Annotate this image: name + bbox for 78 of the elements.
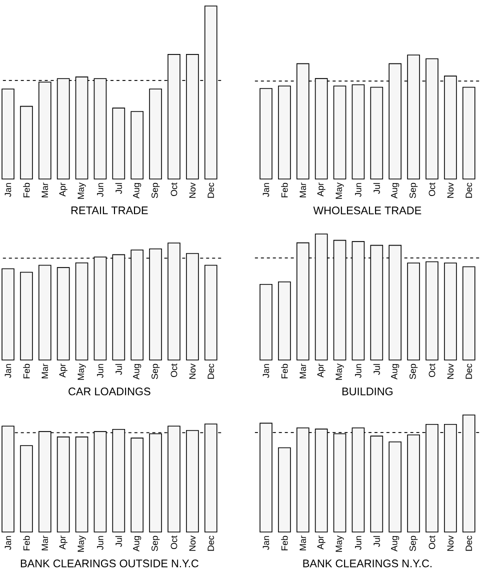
text: WHOLESALE TRADE	[313, 206, 422, 214]
x-tick-label: Feb	[23, 182, 30, 198]
x-tick-label: Jul	[373, 183, 380, 194]
x-tick-label: Nov	[189, 182, 196, 198]
x-tick-label: Jul	[373, 364, 380, 375]
x-tick-label: Dec	[466, 182, 472, 198]
x-tick-label: Aug	[133, 536, 142, 552]
x-tick-label: Apr	[59, 364, 68, 378]
x-tick-label: Sep	[409, 182, 418, 198]
x-tick-label: May	[78, 536, 86, 552]
x-tick-label: Feb	[23, 536, 30, 550]
x-tick-label: Oct	[428, 182, 436, 196]
x-tick-label: Feb	[281, 536, 288, 550]
x-tick-label: May	[336, 182, 344, 199]
x-tick-label: Jun	[355, 364, 362, 378]
text: BANK CLEARINGS N.Y.C.	[303, 560, 432, 568]
x-tick-label: Sep	[151, 364, 160, 380]
x-tick-label: Sep	[151, 536, 160, 552]
x-tick-label: Aug	[391, 183, 400, 198]
x-tick-label: Jan	[4, 536, 12, 550]
x-tick-label: Nov	[447, 182, 454, 198]
x-tick-label: Feb	[281, 364, 288, 378]
x-tick-label: Apr	[317, 182, 326, 196]
x-tick-label: Jun	[97, 183, 104, 197]
x-tick-label: Jun	[97, 364, 104, 378]
x-tick-label: May	[78, 364, 86, 380]
x-tick-label: Apr	[59, 536, 68, 550]
x-tick-label: Aug	[391, 536, 400, 552]
x-tick-label: Mar	[42, 364, 48, 378]
x-tick-label: Feb	[23, 364, 30, 378]
x-tick-label: Feb	[281, 182, 288, 198]
x-tick-label: Jan	[262, 536, 270, 550]
x-tick-label: Jul	[115, 536, 122, 547]
x-tick-label: Dec	[208, 536, 214, 551]
x-tick-label: Jan	[4, 183, 12, 197]
x-tick-label: Jan	[262, 183, 270, 197]
x-tick-label: May	[336, 536, 344, 552]
x-tick-label: Jun	[355, 536, 362, 550]
text: BUILDING	[342, 388, 392, 396]
x-tick-label: Jun	[97, 536, 104, 550]
x-tick-label: Nov	[189, 536, 196, 551]
x-tick-label: Aug	[133, 364, 142, 380]
x-tick-label: Nov	[189, 364, 196, 379]
x-tick-label: Jul	[115, 183, 122, 194]
x-tick-label: Dec	[466, 364, 472, 379]
text: BANK CLEARINGS OUTSIDE N.Y.C	[20, 560, 198, 568]
x-tick-label: Aug	[133, 183, 142, 198]
x-tick-label: Sep	[151, 182, 160, 198]
x-tick-label: Oct	[170, 182, 178, 196]
x-tick-label: Dec	[208, 182, 214, 198]
x-tick-label: May	[78, 182, 86, 199]
x-tick-label: Mar	[300, 364, 306, 378]
x-tick-label: Dec	[466, 536, 472, 551]
x-tick-label: Sep	[409, 364, 418, 380]
text: RETAIL TRADE	[71, 206, 148, 214]
x-tick-label: Sep	[409, 536, 418, 552]
text: CAR LOADINGS	[68, 388, 150, 396]
x-tick-label: Oct	[428, 536, 436, 550]
x-tick-label: Oct	[428, 364, 436, 378]
x-tick-label: Mar	[42, 536, 48, 550]
x-tick-label: Mar	[42, 182, 48, 198]
x-tick-label: Jan	[4, 364, 12, 378]
x-tick-label: Oct	[170, 536, 178, 550]
x-tick-label: Aug	[391, 364, 400, 380]
x-tick-label: Nov	[447, 364, 454, 379]
x-tick-label: May	[336, 364, 344, 380]
x-tick-label: Jun	[355, 183, 362, 197]
x-tick-label: Mar	[300, 182, 306, 198]
x-tick-label: Apr	[59, 182, 68, 196]
x-tick-label: Mar	[300, 536, 306, 550]
x-tick-label: Jan	[262, 364, 270, 378]
x-tick-label: Jul	[373, 536, 380, 547]
x-tick-label: Oct	[170, 364, 178, 378]
x-tick-label: Dec	[208, 364, 214, 379]
x-tick-label: Apr	[317, 364, 326, 378]
x-tick-label: Apr	[317, 536, 326, 550]
x-tick-label: Nov	[447, 536, 454, 551]
x-tick-label: Jul	[115, 364, 122, 375]
